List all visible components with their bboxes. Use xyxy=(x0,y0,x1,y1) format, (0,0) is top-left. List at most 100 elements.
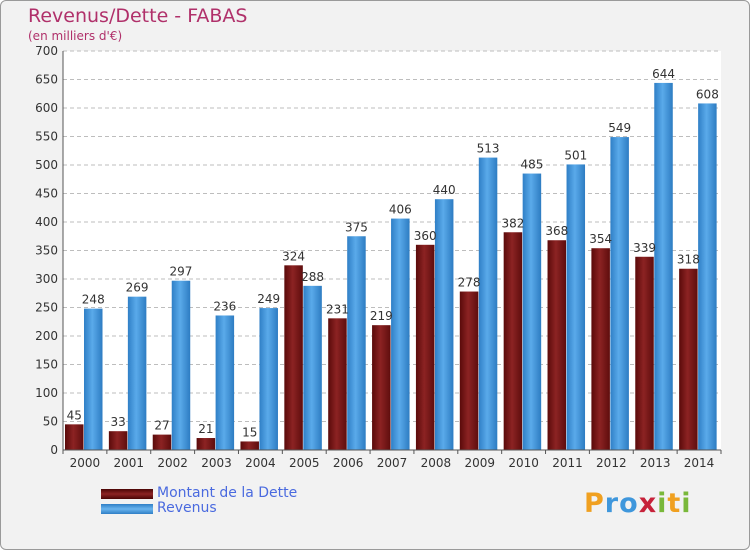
data-label-revenue: 269 xyxy=(126,281,149,295)
bar-debt xyxy=(372,325,391,450)
bar-revenue xyxy=(171,280,191,450)
logo-letter: r xyxy=(604,488,620,519)
y-tick-label: 550 xyxy=(35,130,58,144)
data-label-debt: 27 xyxy=(154,419,169,433)
y-tick-label: 350 xyxy=(35,244,58,258)
y-tick-label: 200 xyxy=(35,329,58,343)
bar-revenue xyxy=(215,315,235,450)
x-tick-label: 2003 xyxy=(201,456,232,470)
x-tick-label: 2009 xyxy=(464,456,495,470)
legend-label-debt: Montant de la Dette xyxy=(157,485,298,501)
bar-revenue xyxy=(259,308,278,450)
chart-subtitle: (en milliers d'€) xyxy=(28,29,123,43)
y-tick-label: 700 xyxy=(35,44,58,58)
logo-letter: t xyxy=(667,488,682,519)
x-tick-label: 2008 xyxy=(421,456,452,470)
logo-letter: i xyxy=(657,488,668,519)
bar-debt xyxy=(635,256,654,450)
bar-debt xyxy=(679,268,698,450)
bar-debt xyxy=(591,248,610,450)
y-tick-label: 150 xyxy=(35,358,58,372)
x-tick-label: 2007 xyxy=(377,456,408,470)
x-tick-label: 2014 xyxy=(684,456,715,470)
bar-debt xyxy=(284,265,303,450)
chart-title: Revenus/Dette - FABAS xyxy=(28,5,248,27)
data-label-debt: 360 xyxy=(414,229,437,243)
y-tick-label: 600 xyxy=(35,101,58,115)
legend-label-revenue: Revenus xyxy=(157,500,217,516)
data-label-debt: 33 xyxy=(110,415,125,429)
y-tick-label: 500 xyxy=(35,158,58,172)
data-label-revenue: 288 xyxy=(301,270,324,284)
bar-revenue xyxy=(698,103,717,450)
bar-revenue xyxy=(391,218,410,450)
bar-revenue xyxy=(127,296,147,450)
bar-debt xyxy=(108,431,128,450)
data-label-debt: 382 xyxy=(501,216,524,230)
x-tick-label: 2012 xyxy=(596,456,627,470)
bar-revenue xyxy=(303,285,322,450)
data-label-revenue: 248 xyxy=(82,293,105,307)
legend-swatch-debt xyxy=(101,489,153,499)
bar-revenue xyxy=(610,137,629,450)
bar-revenue xyxy=(347,236,366,450)
bar-debt xyxy=(328,318,347,450)
bar-debt xyxy=(415,244,435,450)
data-label-revenue: 249 xyxy=(257,292,280,306)
data-label-debt: 354 xyxy=(589,232,612,246)
x-tick-label: 2013 xyxy=(640,456,671,470)
y-tick-label: 650 xyxy=(35,73,58,87)
data-label-revenue: 485 xyxy=(520,158,543,172)
data-label-debt: 278 xyxy=(458,276,481,290)
logo-letter: P xyxy=(584,488,605,519)
data-label-debt: 231 xyxy=(326,302,349,316)
data-label-revenue: 549 xyxy=(608,121,631,135)
data-label-revenue: 375 xyxy=(345,220,368,234)
x-tick-label: 2002 xyxy=(157,456,188,470)
logo-letter: x xyxy=(638,488,658,519)
bar-debt xyxy=(65,424,84,450)
x-tick-label: 2004 xyxy=(245,456,276,470)
x-tick-label: 2005 xyxy=(289,456,320,470)
bar-debt xyxy=(152,434,172,450)
data-label-revenue: 297 xyxy=(170,265,193,279)
y-tick-label: 50 xyxy=(43,415,58,429)
y-tick-label: 300 xyxy=(35,272,58,286)
data-label-debt: 318 xyxy=(677,253,700,267)
data-label-revenue: 236 xyxy=(213,299,236,313)
x-tick-label: 2010 xyxy=(508,456,539,470)
data-label-revenue: 501 xyxy=(564,148,587,162)
y-tick-label: 450 xyxy=(35,187,58,201)
bar-debt xyxy=(459,291,479,450)
x-tick-label: 2011 xyxy=(552,456,583,470)
logo-letter: o xyxy=(619,488,639,519)
y-tick-label: 400 xyxy=(35,215,58,229)
bars-layer xyxy=(65,82,717,451)
x-tick-label: 2001 xyxy=(114,456,145,470)
data-label-debt: 15 xyxy=(242,425,257,439)
data-label-debt: 368 xyxy=(545,224,568,238)
data-label-revenue: 644 xyxy=(652,67,675,81)
legend-swatch-revenue xyxy=(101,504,153,514)
x-tick-label: 2000 xyxy=(70,456,101,470)
bar-debt xyxy=(196,438,216,450)
data-label-debt: 324 xyxy=(282,249,305,263)
bar-debt xyxy=(240,441,259,450)
data-label-revenue: 608 xyxy=(696,87,719,101)
data-label-debt: 21 xyxy=(198,422,213,436)
data-label-revenue: 440 xyxy=(433,183,456,197)
bar-revenue xyxy=(478,157,498,450)
data-labels-layer: 45 248 33 269 27 297 21 236 15 249 324 288 231 375 219… xyxy=(67,67,719,440)
y-tick-label: 100 xyxy=(35,386,58,400)
y-tick-label: 250 xyxy=(35,301,58,315)
bar-revenue xyxy=(84,308,103,450)
data-label-debt: 339 xyxy=(633,241,656,255)
bar-debt xyxy=(503,232,523,450)
proxiti-logo: Proxiti xyxy=(584,488,692,519)
bar-revenue xyxy=(566,164,586,450)
x-tick-label: 2006 xyxy=(333,456,364,470)
bar-revenue xyxy=(434,199,454,450)
data-label-debt: 219 xyxy=(370,309,393,323)
